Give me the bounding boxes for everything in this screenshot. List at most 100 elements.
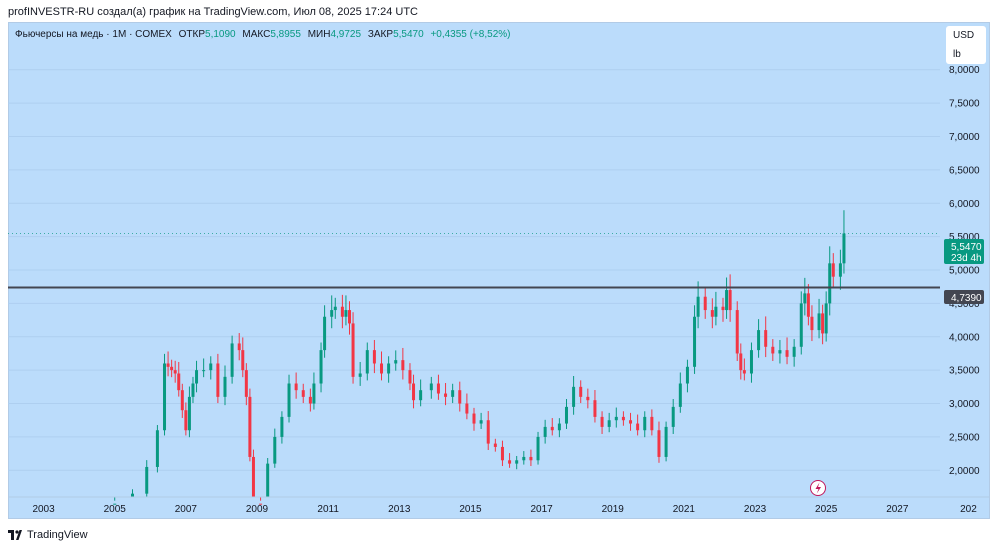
- candle-body: [564, 406, 568, 424]
- chart-attribution: profINVESTR-RU создал(а) график на Tradi…: [8, 6, 418, 18]
- candle-body: [155, 430, 159, 467]
- candle-body: [778, 350, 782, 354]
- candle-body: [237, 343, 241, 351]
- candle-body: [757, 330, 761, 351]
- candle-body: [358, 373, 362, 377]
- high-label: МАКС: [242, 29, 271, 40]
- candle-body: [600, 416, 604, 427]
- candle-body: [113, 503, 117, 505]
- candle-body: [721, 306, 725, 311]
- price-axis[interactable]: 8,0000 7,5000 7,0000 6,5000 6,0000 5,5000 5,00…: [949, 65, 980, 477]
- candle-body: [803, 293, 807, 304]
- candle-body: [493, 443, 497, 447]
- lightning-icon[interactable]: [810, 480, 826, 496]
- candle-body: [636, 423, 640, 431]
- footer: TradingView: [8, 529, 88, 541]
- x-tick-label: 2025: [815, 504, 838, 515]
- candle-body: [739, 353, 743, 371]
- candle-body: [365, 350, 369, 374]
- footer-brand: TradingView: [27, 529, 88, 541]
- candle-body: [671, 406, 675, 427]
- x-tick-label: 2009: [246, 504, 269, 515]
- candle-body: [308, 396, 312, 404]
- last-price-label: 5,5470: [951, 242, 982, 253]
- candle-body: [693, 316, 697, 367]
- candle-body: [725, 290, 729, 311]
- candle-body: [380, 363, 384, 374]
- price-gridlines: [8, 69, 940, 471]
- candle-body: [500, 446, 504, 461]
- candle-body: [735, 310, 739, 354]
- candle-body: [412, 383, 416, 401]
- candle-body: [806, 293, 810, 317]
- y-tick-label: 2,5000: [949, 432, 980, 443]
- x-tick-label: 2003: [32, 504, 55, 515]
- candle-body: [312, 383, 316, 404]
- candle-body: [216, 363, 220, 397]
- candle-body: [479, 420, 483, 424]
- candle-body: [650, 416, 654, 431]
- currency-unit-selector[interactable]: USD lb: [946, 26, 986, 64]
- candle-body: [280, 416, 284, 437]
- candle-body: [330, 310, 334, 317]
- low-label: МИН: [307, 29, 331, 40]
- candle-body: [828, 263, 832, 304]
- candle-body: [419, 390, 423, 401]
- candle-body: [614, 416, 618, 421]
- candle-body: [166, 363, 170, 367]
- y-tick-label: 6,0000: [949, 199, 980, 210]
- currency-code[interactable]: USD: [953, 30, 975, 41]
- unit-code[interactable]: lb: [953, 49, 961, 60]
- candle-body: [191, 383, 195, 397]
- candle-body: [251, 456, 255, 497]
- candle-body: [657, 430, 661, 457]
- candle-body: [436, 383, 440, 394]
- x-tick-label: 2005: [104, 504, 127, 515]
- candle-body: [184, 410, 188, 431]
- symbol-legend: Фьючерсы на медь · 1М · COMEX ОТКР5,1090…: [15, 29, 511, 40]
- tradingview-logo-icon: [8, 530, 22, 540]
- candle-body: [764, 330, 768, 347]
- candle-body: [287, 383, 291, 417]
- candle-body: [344, 310, 348, 317]
- candle-body: [529, 456, 533, 461]
- candle-body: [248, 396, 252, 457]
- candle-body: [472, 413, 476, 424]
- candle-body: [543, 426, 547, 437]
- candle-body: [351, 323, 355, 377]
- candle-body: [259, 503, 263, 505]
- candle-body: [347, 310, 351, 324]
- candle-body: [771, 346, 775, 354]
- candle-body: [557, 423, 561, 431]
- candle-body: [180, 390, 184, 411]
- countdown-label: 23d 4h: [951, 253, 982, 264]
- candle-body: [340, 306, 344, 317]
- candle-body: [202, 370, 206, 372]
- candle-body: [742, 370, 746, 374]
- candle-body: [209, 363, 213, 371]
- candle-body: [785, 350, 789, 357]
- candle-body: [821, 313, 825, 334]
- time-axis[interactable]: 2003 2005 2007 2009 2011 2013 2015 2017 2019 2021…: [8, 496, 990, 515]
- y-tick-label: 5,5000: [949, 232, 980, 243]
- candle-body: [177, 373, 181, 391]
- candle-body: [838, 263, 842, 277]
- candlestick-series: [113, 210, 846, 505]
- candle-body: [810, 316, 814, 331]
- y-tick-label: 7,0000: [949, 132, 980, 143]
- candle-body: [458, 390, 462, 404]
- candle-body: [586, 396, 590, 401]
- y-tick-label: 6,5000: [949, 165, 980, 176]
- candle-body: [572, 386, 576, 407]
- y-tick-label: 8,0000: [949, 65, 980, 76]
- candle-body: [579, 386, 583, 397]
- x-tick-label: 2023: [744, 504, 767, 515]
- y-tick-label: 7,5000: [949, 99, 980, 110]
- candle-body: [536, 436, 540, 461]
- candle-body: [387, 363, 391, 374]
- candle-body: [319, 350, 323, 384]
- candle-body: [710, 310, 714, 317]
- candle-body: [170, 366, 174, 371]
- y-tick-label: 4,0000: [949, 332, 980, 343]
